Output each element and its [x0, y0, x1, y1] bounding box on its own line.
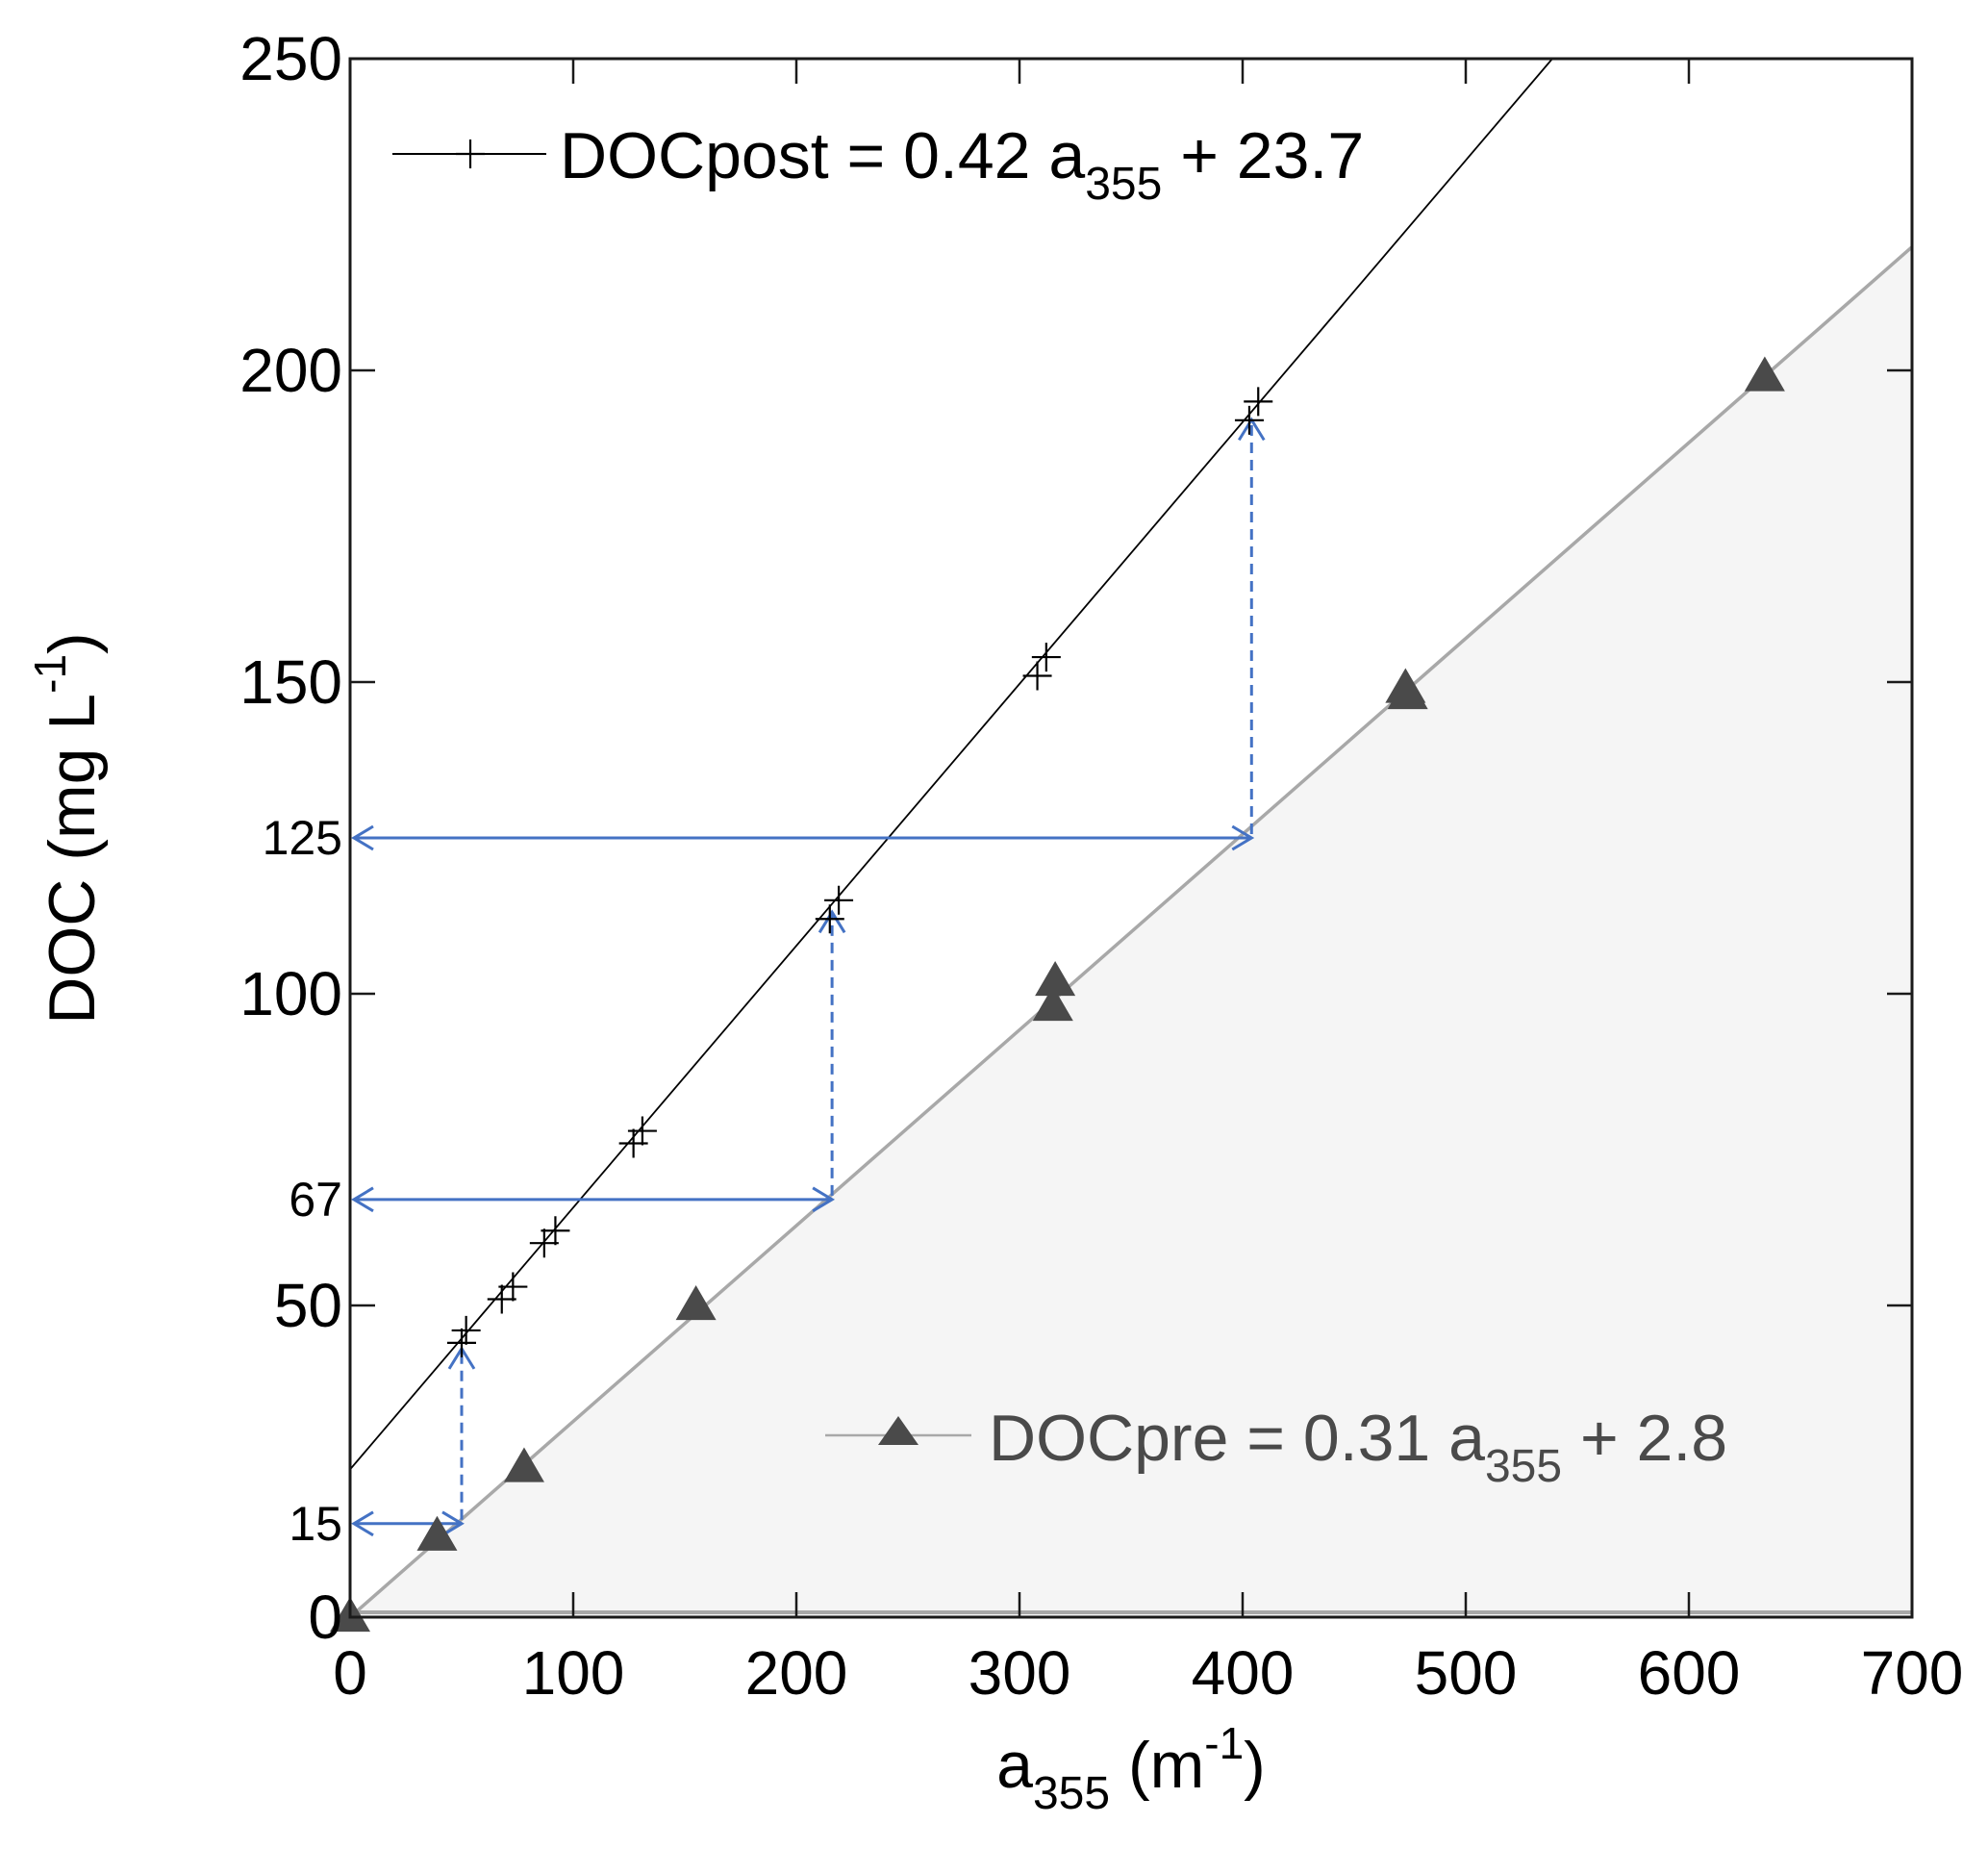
arrowhead-right-67 [812, 1186, 836, 1213]
x-tick-label-600: 600 [1638, 1638, 1741, 1708]
arrowhead-left-67 [351, 1186, 374, 1213]
docpost-point-0 [447, 1328, 476, 1357]
docpre-point-8 [1744, 356, 1785, 392]
docpre-point-4 [1032, 985, 1073, 1022]
x-tick-label-400: 400 [1192, 1638, 1295, 1708]
arrowhead-up-67 [818, 909, 846, 934]
y-tick-label-200: 200 [239, 336, 342, 405]
legend-docpost: DOCpost = 0.42 a355 + 23.7 [392, 119, 1364, 210]
conversion-arrows [351, 417, 1266, 1537]
docpost-point-13 [1244, 387, 1273, 417]
y-extra-tick-label-15: 15 [289, 1497, 342, 1551]
docpost-point-10 [1022, 661, 1052, 691]
docpost-point-9 [824, 885, 854, 915]
docpost-point-3 [498, 1272, 528, 1302]
x-tick-label-100: 100 [522, 1638, 625, 1708]
docpost-fit-line [350, 59, 1553, 1471]
x-tick-label-300: 300 [969, 1638, 1071, 1708]
x-tick-label-0: 0 [333, 1638, 367, 1708]
docpre-point-1 [416, 1515, 458, 1551]
docpre-point-7 [1387, 673, 1428, 710]
y-tick-label-0: 0 [308, 1583, 342, 1652]
plot-frame [348, 57, 1914, 1619]
arrowhead-right-15 [441, 1510, 465, 1537]
axis-labels: a355 (m-1) DOC (mg L-1) [25, 632, 1266, 1819]
docpost-point-12 [1234, 405, 1264, 435]
x-tick-label-500: 500 [1415, 1638, 1518, 1708]
legend-docpost-text: DOCpost = 0.42 a355 + 23.7 [560, 119, 1364, 210]
legend-docpost-marker [456, 139, 485, 168]
legend-docpre: DOCpre = 0.31 a355 + 2.8 [825, 1402, 1727, 1492]
docpost-point-11 [1031, 643, 1061, 672]
y-extra-tick-label-125: 125 [263, 811, 342, 865]
y-extra-tick-label-67: 67 [289, 1173, 342, 1227]
docpost-point-5 [541, 1216, 570, 1246]
x-axis-label: a355 (m-1) [996, 1718, 1266, 1819]
docpre-fit-line [350, 245, 1912, 1617]
plot-border [348, 57, 1914, 1619]
docpre-point-5 [1035, 961, 1076, 997]
axis-ticks: 0 100 200 300 400 500 600 700 0 50 100 150 200 250 15 6… [239, 24, 1963, 1708]
data-points [330, 356, 1785, 1633]
arrow-15 [351, 1346, 476, 1537]
docpre-point-3 [675, 1285, 717, 1321]
x-tick-label-700: 700 [1861, 1638, 1964, 1708]
legend-docpre-text: DOCpre = 0.31 a355 + 2.8 [989, 1402, 1727, 1492]
docpost-point-2 [487, 1284, 516, 1314]
y-tick-label-150: 150 [239, 647, 342, 717]
legend-docpre-marker [878, 1416, 919, 1445]
arrow-125 [351, 417, 1266, 851]
y-tick-label-250: 250 [239, 24, 342, 93]
docpost-point-8 [815, 904, 844, 934]
docpre-point-2 [503, 1447, 544, 1482]
x-tick-label-200: 200 [745, 1638, 848, 1708]
docpost-point-1 [451, 1315, 481, 1345]
y-axis-label: DOC (mg L-1) [25, 632, 109, 1024]
y-tick-label-100: 100 [239, 959, 342, 1028]
arrow-67 [351, 909, 846, 1213]
docpost-point-6 [618, 1128, 648, 1158]
arrowhead-right-125 [1231, 824, 1255, 851]
docpost-point-4 [529, 1228, 559, 1258]
y-tick-label-50: 50 [274, 1271, 342, 1340]
arrowhead-left-15 [351, 1510, 374, 1537]
docpost-point-7 [627, 1116, 657, 1146]
legend: DOCpost = 0.42 a355 + 23.7 DOCpre = 0.31 … [392, 119, 1727, 1492]
fit-lines [350, 59, 1912, 1617]
arrowhead-left-125 [351, 824, 374, 851]
